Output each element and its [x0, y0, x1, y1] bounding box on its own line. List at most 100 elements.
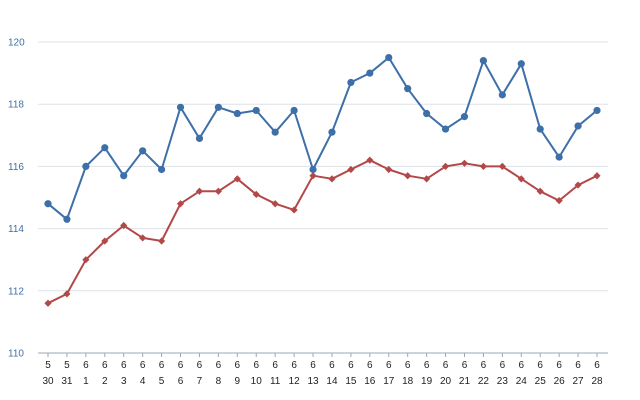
x-tick-label-day: 23	[497, 376, 509, 387]
x-tick-label-month: 6	[594, 360, 600, 371]
x-tick-label-day: 28	[591, 376, 603, 387]
x-tick-label-month: 6	[291, 360, 297, 371]
series-2-point	[404, 172, 412, 180]
x-tick-label-month: 6	[462, 360, 468, 371]
series-2-point	[517, 175, 525, 183]
series-2-point	[536, 187, 544, 195]
series-1-point	[517, 60, 525, 68]
series-2-point	[555, 197, 563, 205]
x-tick-label-month: 6	[405, 360, 411, 371]
y-tick-label: 120	[8, 38, 25, 49]
x-tick-label-month: 6	[537, 360, 543, 371]
x-tick-label-month: 6	[140, 360, 146, 371]
series-1-point	[101, 144, 109, 152]
series-2-point	[593, 172, 601, 180]
x-tick-label-day: 30	[42, 376, 54, 387]
x-tick-label-day: 16	[364, 376, 376, 387]
x-tick-label-month: 6	[481, 360, 487, 371]
series-1-point	[498, 91, 506, 99]
series-1-line	[47, 56, 598, 221]
series-1-point	[385, 53, 393, 62]
series-2-point	[63, 290, 71, 298]
x-tick-label-month: 6	[159, 360, 165, 371]
x-tick-label-month: 6	[235, 360, 241, 371]
x-tick-label-month: 6	[556, 360, 562, 371]
series-1-point	[44, 200, 52, 208]
x-tick-label-month: 6	[518, 360, 524, 371]
series-1-point	[120, 172, 128, 180]
x-tick-label-month: 6	[197, 360, 203, 371]
series-1-point	[404, 85, 412, 93]
x-tick-label-month: 6	[310, 360, 316, 371]
x-tick-label-day: 15	[345, 376, 357, 387]
x-tick-label-day: 6	[178, 376, 184, 387]
series-1-point	[176, 103, 185, 111]
x-tick-label-day: 12	[289, 376, 301, 387]
x-tick-label-day: 2	[102, 376, 108, 387]
x-tick-label-day: 7	[197, 376, 203, 387]
x-tick-label-month: 6	[386, 360, 392, 371]
x-tick-label-day: 17	[383, 376, 395, 387]
x-tick-label-day: 11	[270, 376, 281, 387]
x-tick-label-day: 18	[402, 376, 414, 387]
x-tick-label-month: 6	[121, 360, 127, 371]
x-tick-label-day: 3	[121, 376, 127, 387]
x-tick-label-month: 6	[575, 360, 581, 371]
series-2-point	[176, 200, 185, 208]
x-tick-label-month: 6	[500, 360, 506, 371]
grid-lines	[38, 41, 608, 354]
x-tick-label-month: 6	[348, 360, 354, 371]
x-tick-label-month: 6	[102, 360, 108, 371]
series-2-point	[44, 299, 52, 307]
x-tick-label-day: 26	[554, 376, 566, 387]
series-2-point	[309, 172, 317, 180]
series-2-point	[328, 175, 336, 183]
x-tick-label-day: 24	[516, 376, 528, 387]
series-2-point	[574, 181, 582, 189]
series-1-point	[423, 109, 431, 118]
x-tick-label-month: 6	[253, 360, 259, 371]
x-tick-label-month: 6	[216, 360, 222, 371]
series-2-point	[441, 162, 450, 170]
series-2-point	[479, 162, 488, 170]
series-1-point	[82, 162, 90, 170]
y-tick-label: 110	[8, 349, 24, 360]
x-tick-label-month: 6	[178, 360, 184, 371]
series-1-point	[441, 125, 450, 133]
series-2-point	[271, 200, 279, 208]
series-2-point	[157, 237, 166, 245]
x-tick-label-month: 6	[443, 360, 449, 371]
series-1-point	[536, 125, 544, 133]
series-1-point	[63, 215, 71, 223]
series-2-point	[233, 175, 241, 183]
x-tick-label-month: 5	[64, 360, 70, 371]
series-1-point	[195, 134, 204, 143]
x-tick-label-day: 27	[573, 376, 585, 387]
y-tick-label: 116	[8, 162, 24, 173]
series-1-point	[555, 153, 563, 161]
series-2-point	[290, 206, 298, 214]
x-tick-label-day: 13	[307, 376, 319, 387]
x-tick-label-month: 6	[272, 360, 278, 371]
series-2-point	[366, 156, 374, 164]
series-1-point	[347, 78, 355, 87]
series-1-point	[214, 103, 222, 111]
series-2-line	[47, 159, 598, 305]
series-2-point	[120, 221, 128, 230]
series-1-point	[366, 69, 374, 77]
series-1-point	[479, 57, 488, 65]
x-tick-label-day: 31	[61, 376, 73, 387]
x-tick-label-day: 21	[459, 376, 471, 387]
series-layer	[44, 53, 601, 307]
x-tick-label-day: 8	[216, 376, 222, 387]
x-tick-label-day: 22	[478, 376, 490, 387]
series-1-point	[460, 113, 469, 121]
x-tick-label-day: 9	[235, 376, 241, 387]
x-tick-label-month: 5	[45, 360, 51, 371]
series-2-point	[195, 187, 204, 195]
x-tick-label-month: 6	[367, 360, 373, 371]
series-1	[44, 53, 601, 223]
x-tick-label-day: 10	[251, 376, 263, 387]
series-1-point	[593, 106, 601, 115]
